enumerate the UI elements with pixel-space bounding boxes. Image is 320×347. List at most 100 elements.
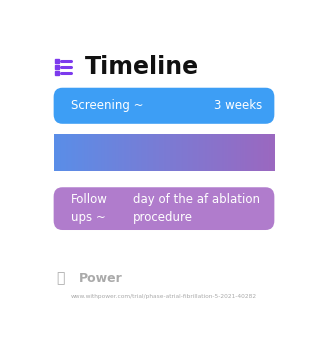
FancyBboxPatch shape	[248, 135, 249, 171]
FancyBboxPatch shape	[107, 135, 108, 171]
FancyBboxPatch shape	[116, 135, 117, 171]
FancyBboxPatch shape	[74, 135, 75, 171]
FancyBboxPatch shape	[267, 135, 268, 171]
FancyBboxPatch shape	[86, 135, 87, 171]
FancyBboxPatch shape	[93, 135, 95, 171]
FancyBboxPatch shape	[156, 135, 157, 171]
FancyBboxPatch shape	[168, 135, 169, 171]
FancyBboxPatch shape	[140, 135, 141, 171]
FancyBboxPatch shape	[227, 135, 228, 171]
FancyBboxPatch shape	[167, 135, 168, 171]
FancyBboxPatch shape	[56, 135, 57, 171]
FancyBboxPatch shape	[96, 135, 97, 171]
FancyBboxPatch shape	[69, 135, 70, 171]
FancyBboxPatch shape	[128, 135, 129, 171]
FancyBboxPatch shape	[213, 135, 215, 171]
FancyBboxPatch shape	[257, 135, 258, 171]
Text: Varies: Varies	[226, 146, 262, 159]
FancyBboxPatch shape	[274, 135, 276, 171]
FancyBboxPatch shape	[123, 135, 124, 171]
FancyBboxPatch shape	[255, 135, 257, 171]
FancyBboxPatch shape	[182, 135, 184, 171]
FancyBboxPatch shape	[137, 135, 138, 171]
FancyBboxPatch shape	[110, 135, 112, 171]
FancyBboxPatch shape	[115, 135, 116, 171]
FancyBboxPatch shape	[97, 135, 98, 171]
FancyBboxPatch shape	[105, 135, 106, 171]
FancyBboxPatch shape	[238, 135, 239, 171]
FancyBboxPatch shape	[159, 135, 160, 171]
Text: Screening ~: Screening ~	[71, 99, 143, 112]
FancyBboxPatch shape	[237, 135, 238, 171]
FancyBboxPatch shape	[262, 135, 263, 171]
FancyBboxPatch shape	[260, 135, 261, 171]
FancyBboxPatch shape	[204, 135, 206, 171]
FancyBboxPatch shape	[216, 135, 217, 171]
FancyBboxPatch shape	[188, 135, 189, 171]
FancyBboxPatch shape	[205, 135, 207, 171]
FancyBboxPatch shape	[75, 135, 76, 171]
FancyBboxPatch shape	[273, 135, 275, 171]
FancyBboxPatch shape	[58, 135, 60, 171]
FancyBboxPatch shape	[65, 135, 66, 171]
FancyBboxPatch shape	[258, 135, 259, 171]
FancyBboxPatch shape	[108, 135, 109, 171]
FancyBboxPatch shape	[138, 135, 139, 171]
FancyBboxPatch shape	[170, 135, 172, 171]
FancyBboxPatch shape	[132, 135, 134, 171]
FancyBboxPatch shape	[169, 135, 170, 171]
FancyBboxPatch shape	[92, 135, 94, 171]
FancyBboxPatch shape	[120, 135, 122, 171]
Text: Follow
ups ~: Follow ups ~	[71, 193, 108, 224]
FancyBboxPatch shape	[131, 135, 132, 171]
FancyBboxPatch shape	[222, 135, 224, 171]
FancyBboxPatch shape	[161, 135, 163, 171]
FancyBboxPatch shape	[172, 135, 174, 171]
FancyBboxPatch shape	[198, 135, 199, 171]
FancyBboxPatch shape	[235, 135, 236, 171]
FancyBboxPatch shape	[266, 135, 267, 171]
FancyBboxPatch shape	[114, 135, 115, 171]
FancyBboxPatch shape	[261, 135, 262, 171]
Text: 3 weeks: 3 weeks	[214, 99, 262, 112]
FancyBboxPatch shape	[88, 135, 89, 171]
FancyBboxPatch shape	[233, 135, 235, 171]
FancyBboxPatch shape	[119, 135, 120, 171]
FancyBboxPatch shape	[101, 135, 103, 171]
FancyBboxPatch shape	[143, 135, 145, 171]
FancyBboxPatch shape	[158, 135, 159, 171]
FancyBboxPatch shape	[259, 135, 260, 171]
FancyBboxPatch shape	[250, 135, 251, 171]
FancyBboxPatch shape	[139, 135, 140, 171]
FancyBboxPatch shape	[117, 135, 118, 171]
FancyBboxPatch shape	[196, 135, 197, 171]
FancyBboxPatch shape	[55, 135, 56, 171]
FancyBboxPatch shape	[247, 135, 248, 171]
FancyBboxPatch shape	[102, 135, 104, 171]
FancyBboxPatch shape	[76, 135, 77, 171]
FancyBboxPatch shape	[218, 135, 219, 171]
FancyBboxPatch shape	[124, 135, 125, 171]
FancyBboxPatch shape	[64, 135, 65, 171]
FancyBboxPatch shape	[243, 135, 245, 171]
FancyBboxPatch shape	[185, 135, 186, 171]
FancyBboxPatch shape	[204, 135, 205, 171]
FancyBboxPatch shape	[129, 135, 131, 171]
FancyBboxPatch shape	[271, 135, 272, 171]
Text: day of the af ablation
procedure: day of the af ablation procedure	[133, 193, 260, 224]
FancyBboxPatch shape	[173, 135, 175, 171]
Text: Treatment ~: Treatment ~	[71, 146, 145, 159]
FancyBboxPatch shape	[200, 135, 201, 171]
FancyBboxPatch shape	[54, 187, 274, 230]
FancyBboxPatch shape	[224, 135, 226, 171]
FancyBboxPatch shape	[135, 135, 136, 171]
FancyBboxPatch shape	[104, 135, 105, 171]
FancyBboxPatch shape	[240, 135, 241, 171]
FancyBboxPatch shape	[95, 135, 96, 171]
FancyBboxPatch shape	[251, 135, 252, 171]
FancyBboxPatch shape	[177, 135, 178, 171]
FancyBboxPatch shape	[84, 135, 85, 171]
FancyBboxPatch shape	[178, 135, 179, 171]
FancyBboxPatch shape	[87, 135, 88, 171]
FancyBboxPatch shape	[212, 135, 213, 171]
